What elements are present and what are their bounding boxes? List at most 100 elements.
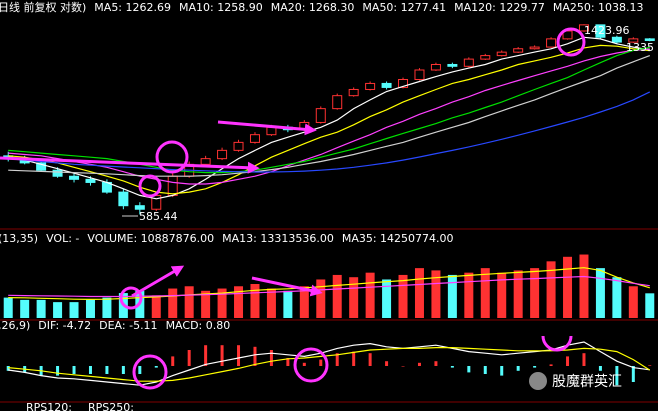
bar (447, 274, 457, 318)
bar (533, 366, 537, 368)
plots: 日线 前复权 对数) MA5: 1262.69 MA10: 1258.90 MA20:… (0, 0, 655, 386)
legend-label: MA10: 1258.90 (179, 1, 263, 14)
low-annotation: 585.44 (139, 210, 178, 223)
candle-body (480, 55, 491, 60)
bar (88, 366, 92, 374)
candle-body (266, 126, 277, 136)
wechat-icon (529, 372, 547, 390)
price-annotation: 1335 (626, 41, 654, 54)
bar (497, 272, 507, 318)
bar (171, 356, 175, 366)
bar (69, 302, 79, 318)
candle-body (595, 24, 606, 38)
bar (417, 362, 421, 366)
bar (36, 299, 46, 318)
arrow (131, 265, 185, 298)
bar (3, 297, 13, 318)
bar (204, 345, 208, 366)
bar (500, 366, 504, 376)
candle-body (151, 194, 162, 210)
line (8, 46, 650, 174)
bar (483, 366, 487, 374)
legend-label: MA13: 13313536.00 (222, 232, 334, 245)
bar (631, 366, 635, 382)
arrow (217, 120, 317, 136)
bar (72, 366, 76, 374)
bar (237, 345, 241, 366)
candle-body (233, 141, 244, 151)
bar (201, 290, 211, 318)
bar (349, 277, 359, 318)
bar (56, 366, 60, 376)
bar (480, 268, 490, 318)
line (8, 36, 650, 200)
line (8, 91, 651, 173)
bar (615, 366, 619, 386)
bar (648, 365, 652, 366)
bar (566, 356, 570, 366)
line (8, 48, 650, 185)
candle-body (69, 175, 80, 180)
bar (516, 366, 520, 371)
bar (595, 268, 605, 318)
bar (382, 279, 392, 318)
legend-label: MA250: 1038.13 (553, 1, 644, 14)
candle-body (430, 63, 441, 71)
candle-body (85, 178, 96, 183)
bar (302, 362, 306, 366)
circle-mark (155, 140, 189, 174)
candle-body (52, 169, 63, 177)
bar (401, 366, 405, 367)
legend-label: DIF: -4.72 (38, 319, 91, 332)
legend-label: MA50: 1277.41 (362, 1, 446, 14)
bar (283, 290, 293, 318)
header-label: VOL: - (46, 232, 79, 245)
bar (563, 256, 573, 318)
candle-body (496, 51, 507, 57)
legend-label: MA20: 1268.30 (271, 1, 355, 14)
candle-body (414, 69, 425, 81)
circle-mark (556, 27, 586, 57)
candle-body (348, 88, 359, 97)
bar (645, 293, 655, 318)
bar (450, 366, 454, 368)
bar (269, 350, 273, 366)
bar (85, 299, 95, 318)
bar (513, 270, 523, 318)
bar (352, 351, 356, 366)
bar (628, 286, 638, 318)
bar (431, 270, 441, 318)
bar (6, 366, 10, 371)
candle-body (529, 46, 540, 50)
circle-mark (293, 347, 329, 383)
bar (250, 284, 260, 318)
bar (368, 353, 372, 366)
line (8, 55, 651, 177)
bar (286, 358, 290, 366)
candle-body (249, 134, 260, 143)
bar (332, 274, 342, 318)
candle-body (546, 38, 557, 48)
bar (253, 346, 257, 366)
bar (434, 361, 438, 366)
footer-label: RPS120: (26, 401, 72, 411)
annotations (0, 27, 586, 390)
bar (467, 366, 471, 373)
candle-body (644, 38, 655, 41)
arrow (251, 276, 323, 297)
candle-body (217, 149, 228, 160)
bar (102, 297, 112, 318)
bar (217, 288, 227, 318)
candle-body (200, 158, 211, 165)
line (8, 267, 650, 301)
bar (184, 286, 194, 318)
candle-body (332, 95, 343, 110)
bar (579, 254, 589, 318)
bar (598, 366, 602, 371)
bar (105, 366, 109, 374)
circle-mark (119, 286, 143, 310)
bar (154, 366, 158, 368)
candle-body (315, 108, 326, 123)
bar (582, 353, 586, 366)
